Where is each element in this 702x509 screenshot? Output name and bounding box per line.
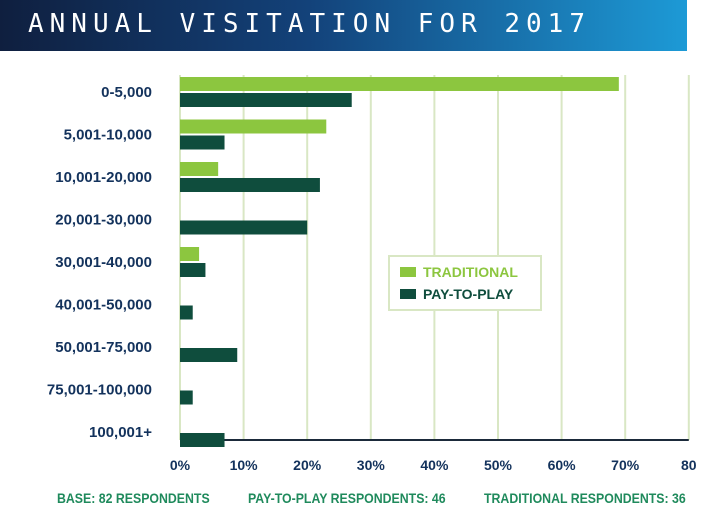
legend-swatch-traditional [400, 267, 416, 277]
x-tick-label: 80 [681, 457, 697, 473]
bar-pay-to-play [180, 390, 193, 405]
bar-pay-to-play [180, 135, 225, 150]
x-tick-label: 70% [611, 457, 640, 473]
category-label: 100,001+ [89, 424, 152, 441]
category-label: 50,001-75,000 [55, 339, 152, 356]
category-label: 5,001-10,000 [64, 127, 152, 144]
page-title: ANNUAL VISITATION FOR 2017 [28, 9, 591, 39]
x-tick-label: 60% [548, 457, 577, 473]
title-banner: ANNUAL VISITATION FOR 2017 [0, 0, 687, 51]
x-tick-label: 40% [420, 457, 449, 473]
category-label: 0-5,000 [101, 84, 152, 101]
bar-traditional [180, 77, 619, 91]
bar-pay-to-play [180, 178, 320, 192]
category-label: 30,001-40,000 [55, 254, 152, 271]
bar-pay-to-play [180, 305, 193, 320]
bar-pay-to-play [180, 220, 308, 235]
x-tick-label: 30% [357, 457, 386, 473]
bar-traditional [180, 247, 200, 261]
footer-base: BASE: 82 RESPONDENTS [57, 490, 210, 506]
category-label: 40,001-50,000 [55, 297, 152, 314]
bar-pay-to-play [180, 93, 352, 107]
bar-pay-to-play [180, 263, 206, 277]
x-tick-label: 0% [170, 457, 191, 473]
footer-traditional: TRADITIONAL RESPONDENTS: 36 [484, 490, 686, 506]
bar-traditional [180, 119, 327, 134]
legend-label-traditional: TRADITIONAL [423, 264, 518, 280]
footer-pay-to-play: PAY-TO-PLAY RESPONDENTS: 46 [248, 490, 446, 506]
category-label: 75,001-100,000 [47, 382, 152, 399]
bar-traditional [180, 162, 219, 176]
legend-swatch-pay-to-play [400, 289, 416, 299]
x-tick-label: 20% [293, 457, 322, 473]
category-label: 10,001-20,000 [55, 169, 152, 186]
category-label: 20,001-30,000 [55, 212, 152, 229]
bar-pay-to-play [180, 348, 238, 362]
x-tick-label: 50% [484, 457, 513, 473]
bar-pay-to-play [180, 433, 225, 447]
legend-box [388, 255, 542, 311]
legend-label-pay-to-play: PAY-TO-PLAY [423, 286, 514, 302]
x-tick-label: 10% [230, 457, 259, 473]
